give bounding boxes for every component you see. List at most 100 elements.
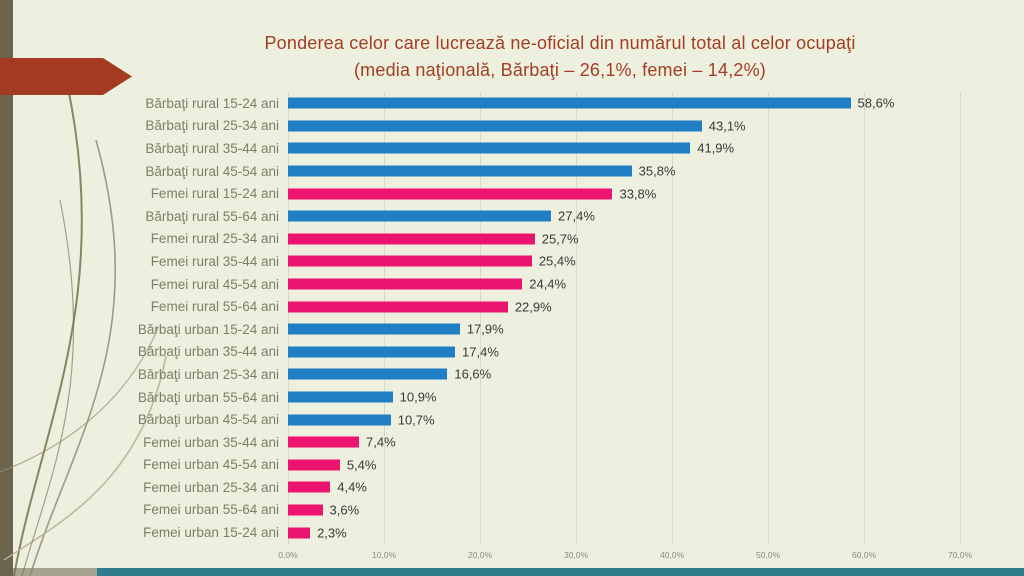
bar — [288, 210, 552, 222]
gridline — [672, 92, 673, 544]
bar-track: 3,6% — [288, 499, 960, 522]
bar-row: Bărbaţi rural 55-64 ani 27,4% — [20, 205, 972, 228]
category-label: Femei urban 35-44 ani — [143, 434, 279, 450]
bar — [288, 301, 508, 313]
slide-title: Ponderea celor care lucrează ne-oficial … — [110, 30, 1010, 84]
bar — [288, 165, 632, 177]
bar-row: Femei urban 25-34 ani 4,4% — [20, 476, 972, 499]
category-label: Femei urban 15-24 ani — [143, 525, 279, 541]
bar-row: Bărbaţi rural 15-24 ani 58,6% — [20, 92, 972, 115]
bar — [288, 414, 391, 426]
bar-track: 16,6% — [288, 363, 960, 386]
bar — [288, 278, 523, 290]
x-axis-tick: 0,0% — [278, 550, 298, 560]
slide-title-line2: (media naţională, Bărbaţi – 26,1%, femei… — [353, 60, 767, 80]
bar-track: 35,8% — [288, 160, 960, 183]
bar — [288, 459, 340, 471]
bar-value-label: 4,4% — [337, 479, 367, 495]
bar-track: 10,7% — [288, 408, 960, 431]
category-label: Bărbaţi rural 55-64 ani — [145, 208, 279, 224]
bar-value-label: 22,9% — [514, 299, 552, 315]
bar-track: 7,4% — [288, 431, 960, 454]
category-label: Femei rural 25-34 ani — [150, 231, 279, 247]
bar-row: Bărbaţi urban 25-34 ani 16,6% — [20, 363, 972, 386]
category-label: Bărbaţi rural 15-24 ani — [145, 95, 279, 111]
bar-value-label: 10,7% — [397, 412, 435, 428]
bar-value-label: 58,6% — [857, 95, 895, 111]
category-label: Femei urban 55-64 ani — [143, 502, 279, 518]
bar-row: Femei rural 15-24 ani 33,8% — [20, 182, 972, 205]
bar-value-label: 17,4% — [462, 344, 499, 360]
bar-track: 41,9% — [288, 137, 960, 160]
bar-value-label: 7,4% — [366, 434, 396, 450]
bar-track: 25,4% — [288, 250, 960, 273]
category-label: Bărbaţi urban 55-64 ani — [137, 389, 279, 405]
x-axis-tick: 20,0% — [467, 550, 493, 560]
bar-value-label: 16,6% — [454, 366, 492, 382]
gridline — [768, 92, 769, 544]
bar-row: Bărbaţi urban 45-54 ani 10,7% — [20, 408, 972, 431]
bar-row: Bărbaţi urban 15-24 ani 17,9% — [20, 318, 972, 341]
bar-track: 22,9% — [288, 295, 960, 318]
category-label: Femei rural 15-24 ani — [150, 186, 279, 202]
bar-row: Femei rural 45-54 ani 24,4% — [20, 273, 972, 296]
bar-value-label: 3,6% — [329, 502, 360, 518]
bar-track: 5,4% — [288, 454, 960, 477]
bar — [288, 255, 532, 267]
bar-track: 4,4% — [288, 476, 960, 499]
bar — [288, 436, 360, 448]
bar-row: Femei rural 25-34 ani 25,7% — [20, 228, 972, 251]
bar-row: Bărbaţi urban 35-44 ani 17,4% — [20, 341, 972, 364]
bar-value-label: 25,4% — [538, 253, 576, 269]
bar-value-label: 35,8% — [638, 163, 676, 179]
bar-row: Femei rural 35-44 ani 25,4% — [20, 250, 972, 273]
bar-row: Femei urban 55-64 ani 3,6% — [20, 499, 972, 522]
bar-track: 25,7% — [288, 228, 960, 251]
bar-row: Bărbaţi rural 25-34 ani 43,1% — [20, 115, 972, 138]
arrow-decoration — [0, 58, 132, 95]
bar-track: 27,4% — [288, 205, 960, 228]
bar-track: 24,4% — [288, 273, 960, 296]
bar-value-label: 43,1% — [708, 118, 746, 134]
gridline — [480, 92, 481, 544]
bar-track: 17,9% — [288, 318, 960, 341]
category-label: Bărbaţi rural 35-44 ani — [145, 140, 279, 156]
bar-row: Femei rural 55-64 ani 22,9% — [20, 295, 972, 318]
bar — [288, 481, 331, 493]
x-axis-tick: 60,0% — [851, 550, 877, 560]
bar — [288, 120, 702, 132]
x-axis-tick: 50,0% — [755, 550, 781, 560]
gridline — [288, 92, 289, 544]
bar — [288, 368, 448, 380]
category-label: Bărbaţi urban 15-24 ani — [137, 321, 279, 337]
bar-track: 17,4% — [288, 341, 960, 364]
x-axis-tick: 30,0% — [563, 550, 589, 560]
category-label: Femei urban 45-54 ani — [143, 457, 279, 473]
category-label: Femei rural 55-64 ani — [150, 299, 279, 315]
bar-chart: Bărbaţi rural 15-24 ani 58,6% Bărbaţi rura… — [20, 92, 972, 562]
x-axis: 0,0% 10,0% 20,0% 30,0% 40,0% 50,0% 60,0% 70,0% — [278, 548, 972, 562]
bar — [288, 504, 323, 516]
bar-value-label: 41,9% — [697, 140, 735, 156]
bar-track: 58,6% — [288, 92, 960, 115]
category-label: Bărbaţi urban 45-54 ani — [137, 412, 279, 428]
category-label: Bărbaţi urban 35-44 ani — [137, 344, 279, 360]
bar-row: Femei urban 15-24 ani 2,3% — [20, 521, 972, 544]
bar-value-label: 24,4% — [529, 276, 567, 292]
gridline — [384, 92, 385, 544]
bar-value-label: 5,4% — [346, 457, 377, 473]
bar — [288, 323, 460, 335]
bar-track: 10,9% — [288, 386, 960, 409]
bar — [288, 188, 613, 200]
bar — [288, 142, 691, 154]
slide-title-line1: Ponderea celor care lucrează ne-oficial … — [264, 33, 856, 53]
gridline — [864, 92, 865, 544]
category-label: Bărbaţi rural 25-34 ani — [145, 118, 279, 134]
chart-rows: Bărbaţi rural 15-24 ani 58,6% Bărbaţi rura… — [20, 92, 972, 544]
bar — [288, 346, 456, 358]
category-label: Femei urban 25-34 ani — [143, 479, 279, 495]
bar-track: 33,8% — [288, 182, 960, 205]
bar-row: Bărbaţi rural 35-44 ani 41,9% — [20, 137, 972, 160]
bar — [288, 233, 535, 245]
bar-row: Femei urban 45-54 ani 5,4% — [20, 454, 972, 477]
